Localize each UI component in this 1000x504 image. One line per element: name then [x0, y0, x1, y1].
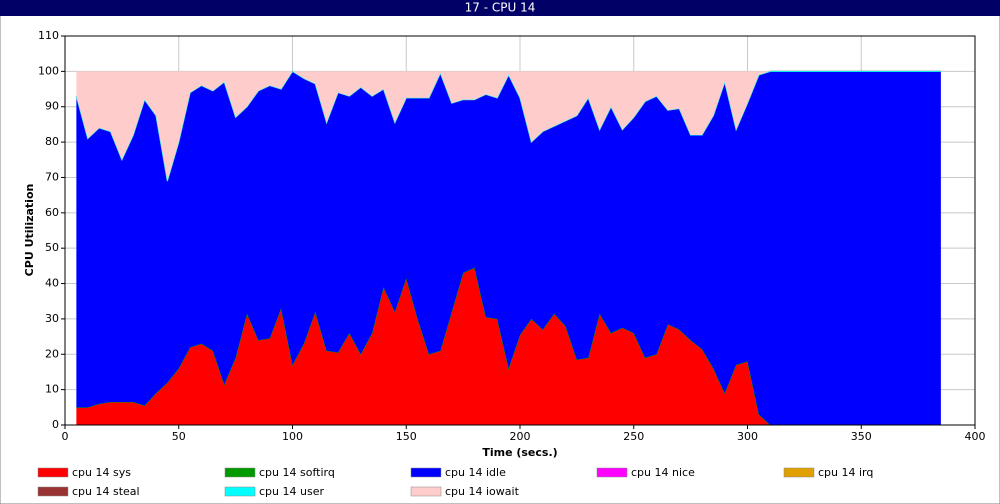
title-bar: [0, 0, 1000, 16]
x-tick-label: 100: [282, 430, 303, 443]
legend-swatch: [410, 467, 442, 478]
legend-label: cpu 14 sys: [72, 466, 131, 479]
legend-label: cpu 14 softirq: [259, 466, 335, 479]
y-tick-label: 40: [45, 277, 59, 290]
legend-swatch: [410, 486, 442, 497]
area: [76, 71, 941, 181]
y-tick-label: 20: [45, 347, 59, 360]
legend-swatch: [596, 467, 628, 478]
y-tick-label: 30: [45, 312, 59, 325]
y-tick-label: 60: [45, 206, 59, 219]
legend-label: cpu 14 idle: [445, 466, 506, 479]
y-tick-label: 100: [38, 64, 59, 77]
x-tick-label: 150: [396, 430, 417, 443]
legend-label: cpu 14 steal: [72, 485, 140, 498]
legend-swatch: [783, 467, 815, 478]
x-tick-label: 250: [623, 430, 644, 443]
y-tick-label: 110: [38, 29, 59, 42]
legend-swatch: [37, 486, 69, 497]
chart-title: 17 - CPU 14: [465, 1, 536, 15]
x-tick-label: 0: [62, 430, 69, 443]
x-tick-label: 200: [510, 430, 531, 443]
area: [76, 71, 941, 425]
area: [75, 70, 941, 182]
x-axis-label: Time (secs.): [482, 446, 557, 459]
legend-swatch: [224, 467, 256, 478]
legend-label: cpu 14 iowait: [445, 485, 520, 498]
y-tick-label: 70: [45, 170, 59, 183]
legend-swatch: [224, 486, 256, 497]
x-tick-label: 50: [172, 430, 186, 443]
x-tick-label: 300: [737, 430, 758, 443]
x-tick-label: 400: [965, 430, 986, 443]
y-tick-label: 10: [45, 383, 59, 396]
area: [76, 267, 941, 425]
y-tick-label: 80: [45, 135, 59, 148]
y-tick-label: 50: [45, 241, 59, 254]
legend-label: cpu 14 nice: [631, 466, 695, 479]
x-tick-label: 350: [851, 430, 872, 443]
legend-label: cpu 14 user: [259, 485, 324, 498]
y-tick-label: 90: [45, 100, 59, 113]
y-axis-label: CPU Utilization: [23, 184, 36, 277]
y-tick-label: 0: [52, 418, 59, 431]
plot-border: [64, 35, 976, 426]
legend-label: cpu 14 irq: [818, 466, 873, 479]
legend-swatch: [37, 467, 69, 478]
